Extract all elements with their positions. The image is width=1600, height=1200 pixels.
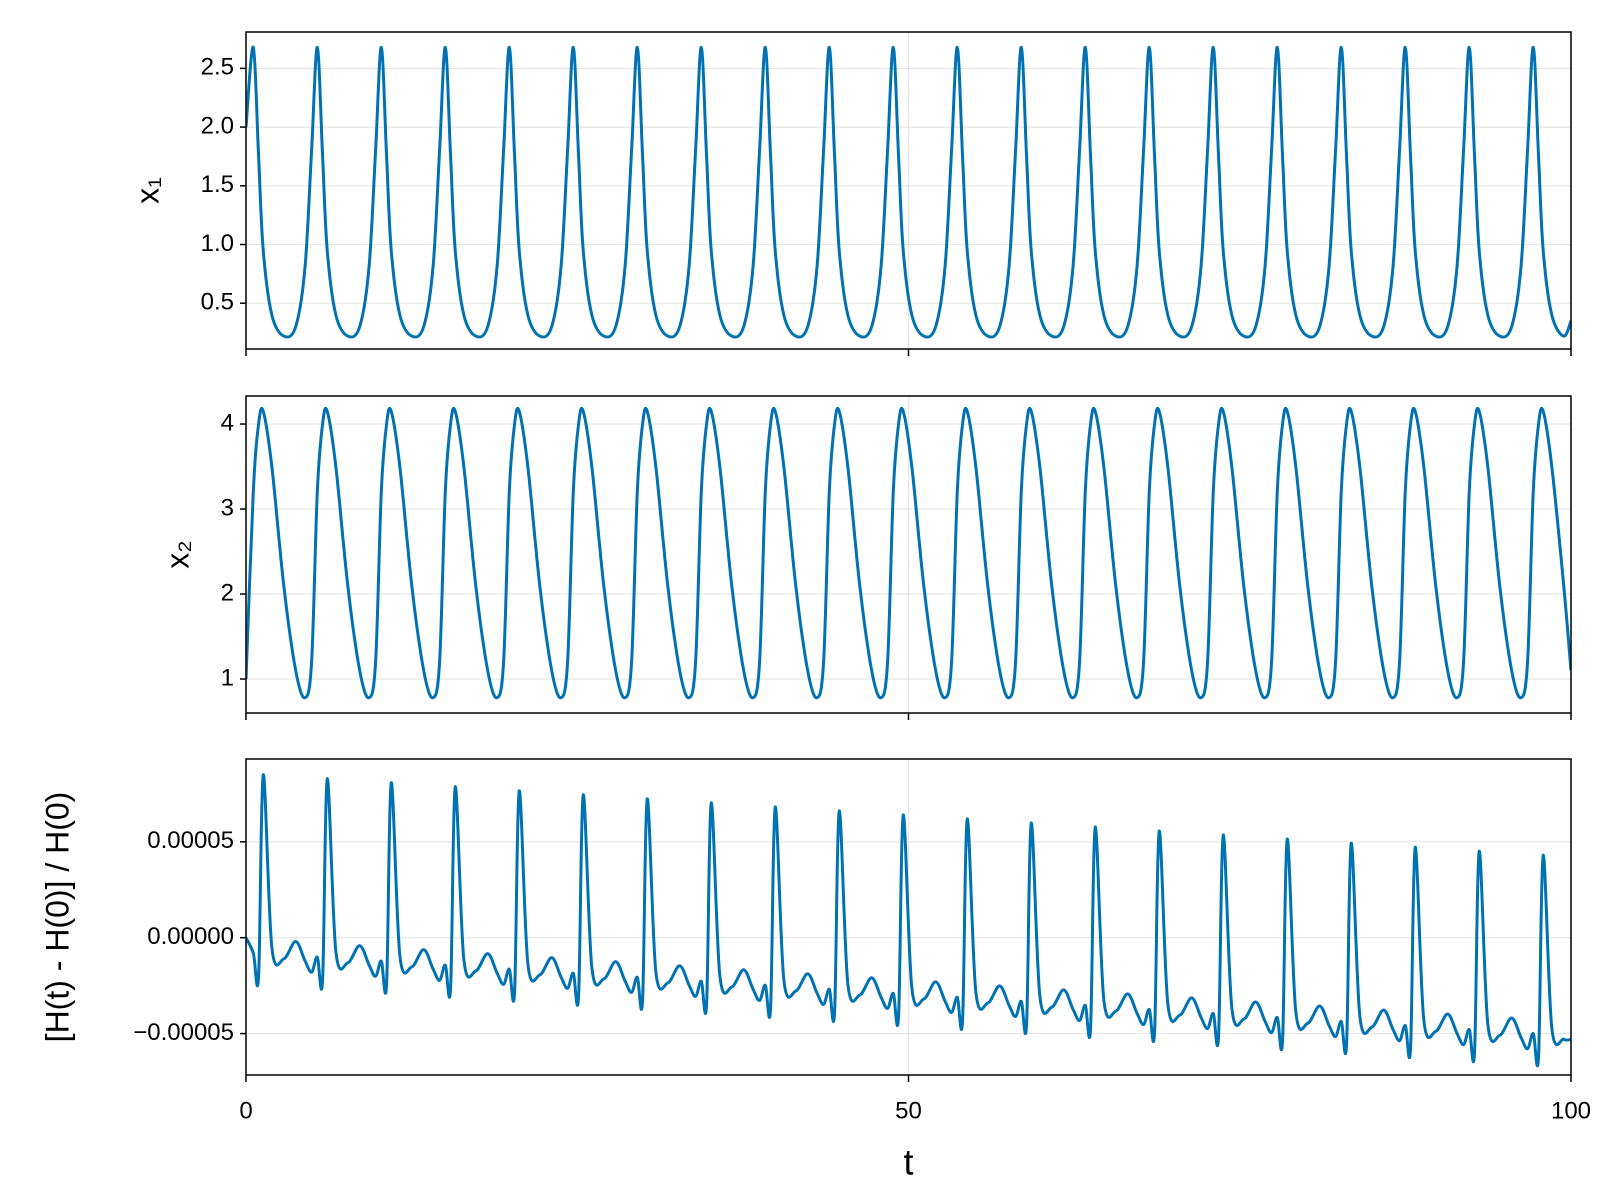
x-tick-label: 100 (1551, 1097, 1591, 1124)
y-axis-label: x₂ (159, 540, 195, 568)
y-tick-label: 0.00000 (147, 923, 234, 950)
y-tick-label: 2 (221, 579, 234, 606)
y-tick-label: 0.5 (201, 289, 234, 316)
data-line (246, 773, 1571, 1068)
y-tick-label: 1.0 (201, 230, 234, 257)
y-tick-label: 0.00005 (147, 827, 234, 854)
data-line (246, 406, 1571, 700)
y-tick-label: 2.5 (201, 54, 234, 81)
y-tick-label: 1 (221, 664, 234, 691)
plot-frame (245, 758, 1572, 1076)
data-line (246, 45, 1571, 339)
x-tick-label: 0 (239, 1097, 252, 1124)
y-tick-label: −0.00005 (133, 1019, 234, 1046)
y-tick-label: 2.0 (201, 112, 234, 139)
plot-frame (245, 31, 1572, 350)
plot-frame (245, 395, 1572, 714)
x-tick-label: 50 (895, 1097, 922, 1124)
x-axis-label: t (903, 1142, 913, 1183)
y-tick-label: 1.5 (201, 171, 234, 198)
y-tick-label: 4 (221, 409, 234, 436)
y-axis-label: x₁ (129, 177, 165, 204)
y-axis-label: [H(t) - H(0)] / H(0) (39, 792, 75, 1043)
y-tick-label: 3 (221, 494, 234, 521)
